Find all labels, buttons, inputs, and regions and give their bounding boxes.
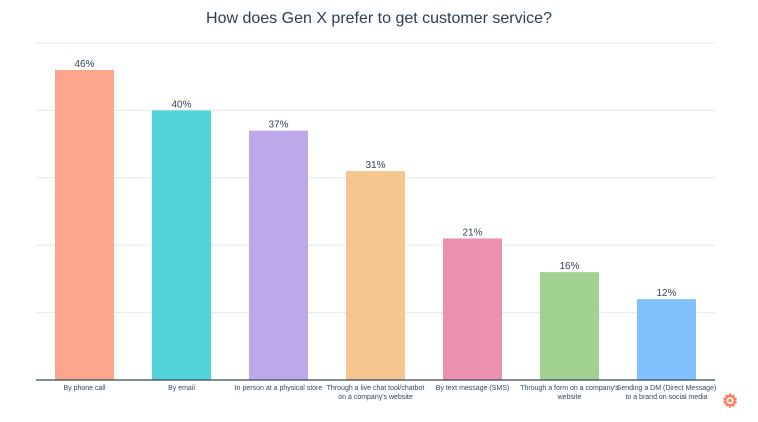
category-label: By email xyxy=(168,385,195,392)
bar xyxy=(540,272,599,380)
data-label: 21% xyxy=(462,227,482,238)
bar xyxy=(249,130,308,380)
category-label: By text message (SMS) xyxy=(435,385,510,392)
data-label: 46% xyxy=(74,59,94,70)
bar xyxy=(637,299,696,380)
data-label: 12% xyxy=(656,288,676,299)
bar xyxy=(443,238,502,380)
data-label: 37% xyxy=(268,120,288,131)
category-label: Sending a DM (Direct Message) to a brand… xyxy=(616,385,717,401)
bar xyxy=(152,110,211,381)
hubspot-logo-icon: ⚙ xyxy=(722,391,739,411)
category-label: In person at a physical store xyxy=(234,385,323,392)
bar xyxy=(346,171,405,380)
chart-title: How does Gen X prefer to get customer se… xyxy=(206,10,552,27)
category-label: By phone call xyxy=(63,385,106,392)
data-label: 31% xyxy=(365,160,385,171)
bar xyxy=(55,69,114,381)
data-label: 16% xyxy=(559,261,579,272)
data-label: 40% xyxy=(171,99,191,110)
category-label: Through a form on a company's website xyxy=(520,385,619,401)
category-label: Through a live chat tool/chatbot on a co… xyxy=(326,385,425,401)
